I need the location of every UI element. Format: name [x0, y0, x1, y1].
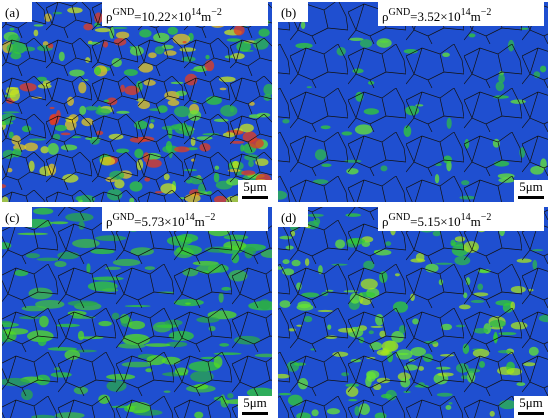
grain-boundaries [2, 207, 272, 418]
scale-bar-label: 5μm [243, 395, 267, 410]
density-symbol-sup: GND [113, 7, 135, 18]
label-box [2, 207, 32, 227]
density-symbol-sup: GND [113, 212, 135, 223]
density-value: =5.15×10 [410, 214, 460, 229]
density-box [378, 207, 544, 231]
density-unit: m [201, 9, 211, 24]
panel: (c) ρGND=5.73×1014m−2 5μm [2, 207, 272, 418]
micrograph [2, 207, 272, 418]
density-box [102, 2, 268, 26]
micrograph [278, 207, 548, 418]
panel: (b) ρGND=3.52×1014m−2 5μm [278, 2, 548, 202]
scale-bar-label: 5μm [243, 179, 267, 194]
scale-bar-label: 5μm [519, 179, 543, 194]
scale-bar [518, 412, 544, 415]
micrograph [2, 2, 272, 202]
panel-label: (a) [5, 5, 19, 20]
density-unit-sup: −2 [211, 7, 222, 18]
panel-label: (d) [281, 210, 296, 225]
density-symbol-sup: GND [389, 7, 411, 18]
density-value-sup: 14 [191, 7, 201, 18]
density-value: =10.22×10 [134, 9, 191, 24]
density-value: =3.52×10 [410, 9, 460, 24]
panel-label: (b) [281, 5, 296, 20]
density-value-sup: 14 [461, 212, 471, 223]
panel: (a) ρGND=10.22×1014m−2 5μm [2, 2, 272, 202]
label-box [2, 2, 32, 22]
density-box [102, 207, 268, 231]
density-unit: m [471, 214, 481, 229]
grain-boundaries [2, 2, 272, 202]
density-label: ρGND=10.22×1014m−2 [106, 7, 222, 24]
panel: (d) ρGND=5.15×1014m−2 5μm [278, 207, 548, 418]
density-symbol: ρ [106, 9, 113, 24]
density-box [378, 2, 544, 26]
label-box [278, 2, 308, 22]
micrograph [278, 2, 548, 202]
density-value: =5.73×10 [134, 214, 184, 229]
density-label: ρGND=5.15×1014m−2 [382, 212, 491, 229]
density-label: ρGND=5.73×1014m−2 [106, 212, 215, 229]
density-unit-sup: −2 [481, 7, 492, 18]
scale-bar [242, 412, 268, 415]
density-unit: m [471, 9, 481, 24]
density-unit-sup: −2 [481, 212, 492, 223]
density-value-sup: 14 [461, 7, 471, 18]
density-unit-sup: −2 [205, 212, 216, 223]
density-symbol: ρ [382, 214, 389, 229]
grain-boundaries [278, 207, 548, 418]
density-unit: m [195, 214, 205, 229]
density-value-sup: 14 [185, 212, 195, 223]
density-symbol: ρ [106, 214, 113, 229]
density-label: ρGND=3.52×1014m−2 [382, 7, 491, 24]
label-box [278, 207, 308, 227]
density-symbol-sup: GND [389, 212, 411, 223]
scale-bar-label: 5μm [519, 395, 543, 410]
scale-bar [518, 196, 544, 199]
panel-label: (c) [5, 210, 19, 225]
grain-boundaries [278, 2, 548, 202]
scale-bar [242, 196, 268, 199]
density-symbol: ρ [382, 9, 389, 24]
